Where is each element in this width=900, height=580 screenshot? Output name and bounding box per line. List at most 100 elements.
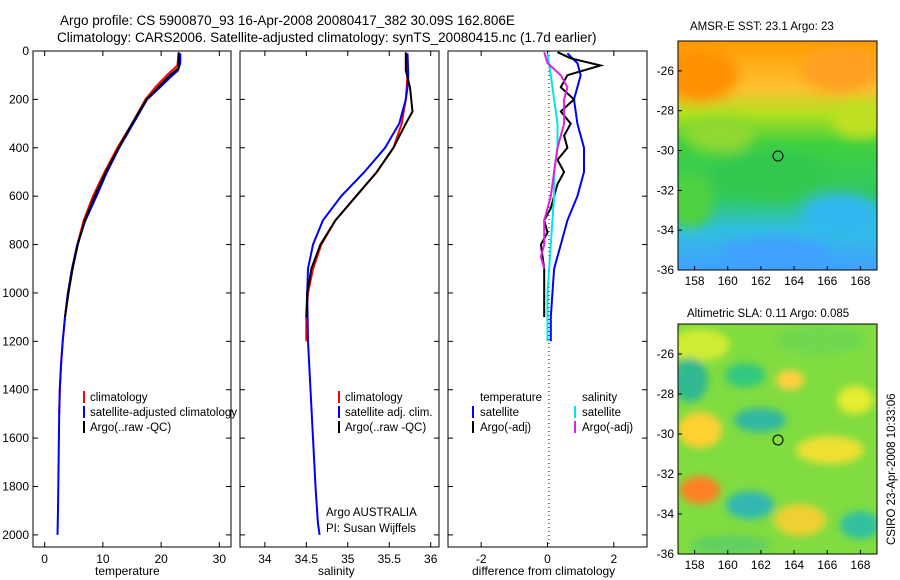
temperature-lines xyxy=(56,52,182,535)
ytick-label: 1800 xyxy=(2,480,29,494)
legend-climatology: climatology xyxy=(345,392,403,404)
series-line-temperature-satellite xyxy=(549,52,585,342)
sla-field xyxy=(678,324,877,554)
map-ytick-label: -32 xyxy=(657,467,675,481)
legend-temp-argo: Argo(-adj) xyxy=(480,422,531,434)
map-ytick-label: -26 xyxy=(657,64,675,78)
float-program-label: Argo AUSTRALIA xyxy=(326,507,417,519)
xtick-label: 34.5 xyxy=(295,552,319,566)
ytick-label: 0 xyxy=(22,44,29,58)
salinity-xticks: 34 34.5 35 35.5 36 xyxy=(258,51,438,566)
sla-argo-marker xyxy=(772,434,784,446)
temperature-xticks: 0 10 20 30 xyxy=(41,51,226,566)
temperature-axes xyxy=(32,50,232,548)
salinity-legend: climatology satellite adj. clim. Argo(..… xyxy=(338,391,433,434)
legend-argo-raw: Argo(..raw -QC) xyxy=(345,422,426,434)
ytick-label: 200 xyxy=(9,92,29,106)
ytick-label: 600 xyxy=(9,189,29,203)
xtick-label: 35.5 xyxy=(378,552,402,566)
legend-salinity-heading: salinity xyxy=(582,392,617,404)
xtick-label: 34 xyxy=(258,552,272,566)
difference-xticks: -2 0 2 xyxy=(476,51,617,566)
map-ytick-label: -26 xyxy=(657,347,675,361)
temperature-panel: 0 10 20 30 0 200 400 600 800 1000 1200 1400 1600 180… xyxy=(2,44,237,578)
ytick-label: 1200 xyxy=(2,334,29,348)
sst-field xyxy=(678,41,877,270)
map-xtick-label: 166 xyxy=(817,558,837,572)
series-line-argo-raw-qc- xyxy=(305,52,414,318)
map-ytick-label: -36 xyxy=(657,263,675,277)
sst-argo-marker xyxy=(772,150,784,162)
xtick-label: 20 xyxy=(154,552,168,566)
legend-argo-raw: Argo(..raw -QC) xyxy=(90,422,171,434)
difference-legend: temperature satellite Argo(-adj) salinit… xyxy=(472,392,633,434)
series-line-argo-raw-qc- xyxy=(64,52,180,318)
difference-xlabel: difference from climatology xyxy=(472,564,615,578)
sla-ticks: 158 160 162 164 166 168 -26 -28 -30 -32 -34 -36 xyxy=(657,347,871,572)
map-xtick-label: 158 xyxy=(685,558,705,572)
map-xtick-label: 166 xyxy=(817,274,837,288)
legend-temp-satellite: satellite xyxy=(480,407,519,419)
map-xtick-label: 160 xyxy=(718,274,738,288)
xtick-label: 10 xyxy=(96,552,110,566)
map-ytick-label: -30 xyxy=(657,144,675,158)
map-xtick-label: 168 xyxy=(850,274,870,288)
figure-title-line2: Climatology: CARS2006. Satellite-adjuste… xyxy=(57,30,597,45)
legend-satellite-adj: satellite adj. clim. xyxy=(345,407,433,419)
sst-ticks: 158 160 162 164 166 168 -26 -28 -30 -32 -34 -36 xyxy=(657,64,871,288)
ytick-label: 1000 xyxy=(2,286,29,300)
legend-temperature-heading: temperature xyxy=(480,392,542,404)
salinity-xlabel: salinity xyxy=(318,564,355,578)
ytick-label: 1400 xyxy=(2,383,29,397)
map-ytick-label: -32 xyxy=(657,183,675,197)
figure-title-line1: Argo profile: CS 5900870_93 16-Apr-2008 … xyxy=(60,13,515,28)
salinity-axes xyxy=(239,50,440,548)
ytick-label: 800 xyxy=(9,238,29,252)
map-ytick-label: -28 xyxy=(657,387,675,401)
map-ytick-label: -34 xyxy=(657,507,675,521)
ytick-label: 1600 xyxy=(2,431,29,445)
salinity-panel: 34 34.5 35 35.5 36 salinity climatology sate… xyxy=(239,50,440,578)
salinity-ytickmarks xyxy=(240,50,439,536)
ytick-label: 400 xyxy=(9,141,29,155)
legend-sal-argo: Argo(-adj) xyxy=(582,422,633,434)
xtick-label: 30 xyxy=(213,552,227,566)
map-ytick-label: -34 xyxy=(657,223,675,237)
map-xtick-label: 162 xyxy=(751,558,771,572)
temperature-xlabel: temperature xyxy=(95,564,160,578)
xtick-label: 36 xyxy=(424,552,438,566)
sst-axes xyxy=(677,40,878,271)
depth-yticks: 0 200 400 600 800 1000 1200 1400 1600 1800 2000 xyxy=(2,44,231,542)
difference-panel: -2 0 2 difference from climatology tempera… xyxy=(447,50,648,578)
temperature-legend: climatology satellite-adjusted climatolo… xyxy=(83,391,237,434)
series-line-satellite-adj-clim- xyxy=(306,53,410,536)
xtick-label: 2 xyxy=(610,552,617,566)
series-line-temperature-argo-adj- xyxy=(539,51,605,318)
xtick-label: 35 xyxy=(341,552,355,566)
sst-map-title: AMSR-E SST: 23.1 Argo: 23 xyxy=(690,21,834,33)
legend-satellite-adjusted: satellite-adjusted climatology xyxy=(90,407,237,419)
sla-map-title: Altimetric SLA: 0.11 Argo: 0.085 xyxy=(687,308,849,320)
map-xtick-label: 164 xyxy=(784,558,804,572)
map-ytick-label: -30 xyxy=(657,427,675,441)
difference-ytickmarks xyxy=(448,50,647,536)
xtick-label: 0 xyxy=(41,552,48,566)
sla-map-panel: Altimetric SLA: 0.11 Argo: 0.085 xyxy=(657,308,878,572)
legend-climatology: climatology xyxy=(90,392,148,404)
sst-map-panel: AMSR-E SST: 23.1 Argo: 23 158 160 162 164 16… xyxy=(657,21,878,288)
map-xtick-label: 162 xyxy=(751,274,771,288)
ytick-label: 2000 xyxy=(2,528,29,542)
map-xtick-label: 164 xyxy=(784,274,804,288)
map-ytick-label: -28 xyxy=(657,104,675,118)
map-xtick-label: 168 xyxy=(850,558,870,572)
legend-sal-satellite: satellite xyxy=(582,407,621,419)
map-xtick-label: 158 xyxy=(685,274,705,288)
sla-axes xyxy=(677,323,878,555)
map-ytick-label: -36 xyxy=(657,547,675,561)
xtick-label: 0 xyxy=(544,552,551,566)
float-pi-label: PI: Susan Wijffels xyxy=(326,523,416,535)
xtick-label: -2 xyxy=(476,552,487,566)
difference-lines xyxy=(539,51,605,342)
salinity-lines xyxy=(305,52,414,536)
